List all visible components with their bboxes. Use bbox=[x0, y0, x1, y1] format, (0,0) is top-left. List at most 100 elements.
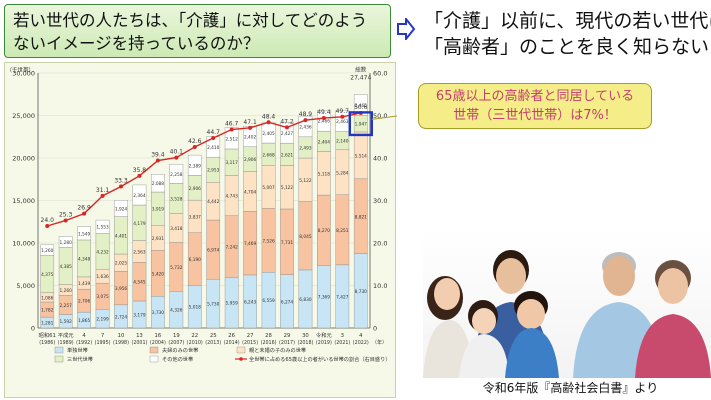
y2-tick-label: 10.0 bbox=[373, 282, 387, 290]
bar-value-label: 6,243 bbox=[244, 299, 257, 305]
legend-label: 単独世帯 bbox=[67, 346, 88, 354]
x-tick-year: (1986) bbox=[39, 340, 55, 346]
bar-other bbox=[187, 154, 202, 176]
bar-value-label: 1,260 bbox=[41, 248, 54, 254]
y2-tick-label: 20.0 bbox=[373, 240, 387, 248]
bar-value-label: 6,974 bbox=[207, 248, 220, 254]
x-tick-year: (2015) bbox=[242, 340, 258, 346]
callout-box: 65歳以上の高齢者と同居している 世帯（三世代世帯）は7%！ bbox=[418, 83, 652, 129]
bar-value-label: 1,636 bbox=[96, 274, 109, 280]
y-tick-label: 15,000 bbox=[12, 197, 35, 205]
bar-value-label: 3,418 bbox=[170, 226, 183, 232]
ratio-label: 39.4 bbox=[151, 152, 165, 159]
bar-value-label: 2,931 bbox=[152, 236, 165, 242]
x-tick-label: 27 bbox=[247, 333, 254, 339]
bar-value-label: 7,731 bbox=[281, 240, 294, 246]
bar-value-label: 3,179 bbox=[133, 312, 146, 318]
bar-value-label: 5,732 bbox=[170, 265, 183, 271]
bar-other bbox=[40, 244, 55, 256]
bar-value-label: 1,549 bbox=[78, 231, 91, 237]
bar-value-label: 4,326 bbox=[170, 308, 183, 314]
bar-value-label: 4,232 bbox=[96, 249, 109, 255]
bar-value-label: 1,865 bbox=[78, 318, 91, 324]
callout-connector bbox=[371, 115, 397, 120]
bar-value-label: 6,190 bbox=[189, 257, 202, 263]
ratio-label: 25.3 bbox=[59, 211, 73, 218]
bar-value-label: 1,260 bbox=[60, 288, 73, 294]
ratio-label: 47.1 bbox=[243, 119, 257, 126]
bar-value-label: 3,075 bbox=[96, 294, 109, 300]
bar-value-label: 5,420 bbox=[152, 271, 165, 277]
bar-value-label: 2,563 bbox=[133, 249, 146, 255]
bar-other bbox=[353, 94, 368, 116]
x-tick-year: (1995) bbox=[95, 340, 111, 346]
ratio-label: 31.1 bbox=[96, 187, 110, 194]
x-tick-year: (2016) bbox=[261, 340, 277, 346]
x-tick-year: (2014) bbox=[224, 340, 240, 346]
ratio-point bbox=[303, 118, 308, 123]
bar-value-label: 3,956 bbox=[115, 286, 128, 292]
bar-value-label: 2,466 bbox=[318, 119, 331, 125]
y2-tick-label: 30.0 bbox=[373, 197, 387, 205]
bar-value-label: 1,592 bbox=[60, 319, 73, 325]
bar-value-label: 2,405 bbox=[262, 131, 275, 137]
bar-value-label: 2,724 bbox=[115, 314, 128, 320]
bar-value-label: 2,140 bbox=[336, 139, 349, 145]
title-line-2: ないイメージを持っているのか？ bbox=[13, 34, 260, 53]
household-chart: （千世帯） 0 5,000 10,000 15,000 20,000 25,000 30,00… bbox=[6, 65, 397, 363]
ratio-label: 40.1 bbox=[170, 149, 184, 156]
bar-value-label: 1,947 bbox=[355, 122, 368, 128]
x-tick-label: 4 bbox=[359, 333, 363, 339]
bar-value-label: 2,427 bbox=[281, 131, 294, 137]
x-tick-label: 13 bbox=[136, 333, 143, 339]
bar-value-label: 7,526 bbox=[262, 238, 275, 244]
ratio-label: 47.2 bbox=[280, 118, 294, 125]
ratio-point bbox=[137, 173, 142, 178]
y-tick-label: 20,000 bbox=[12, 155, 35, 163]
ratio-label: 33.3 bbox=[114, 177, 128, 184]
bar-value-label: 5,122 bbox=[299, 178, 312, 184]
bar-value-label: 1,782 bbox=[41, 308, 54, 314]
bar-other bbox=[58, 236, 73, 248]
ratio-point bbox=[229, 127, 234, 132]
headline: 「介護」以前に、現代の若い世代は 「高齢者」のことを良く知らない bbox=[424, 8, 711, 60]
bar-value-label: 1,086 bbox=[41, 295, 54, 301]
x-tick-label: 平成元 bbox=[58, 331, 75, 339]
y2-tick-label: 40.0 bbox=[373, 155, 387, 163]
bar-value-label: 3,528 bbox=[170, 196, 183, 202]
ratio-point bbox=[340, 114, 345, 119]
x-tick-label: 29 bbox=[284, 333, 291, 339]
y2-tick-label: 0 bbox=[373, 325, 377, 333]
ratio-point bbox=[285, 125, 289, 130]
bar-value-label: 1,281 bbox=[41, 321, 54, 327]
x-tick-label: 令和元 bbox=[316, 331, 333, 339]
bar-value-label: 2,906 bbox=[244, 157, 257, 163]
bar-value-label: 4,348 bbox=[78, 256, 91, 262]
ratio-point bbox=[248, 125, 253, 130]
x-tick-year: (2007) bbox=[168, 340, 184, 346]
bar-value-label: 8,730 bbox=[355, 289, 368, 295]
bar-value-label: 1,553 bbox=[96, 225, 109, 231]
legend-label: 三世代世帯 bbox=[67, 355, 93, 363]
x-tick-label: 10 bbox=[118, 333, 125, 339]
highlight-box bbox=[348, 111, 373, 137]
bar-value-label: 2,257 bbox=[60, 303, 73, 309]
callout-line-1: 65歳以上の高齢者と同居している bbox=[435, 89, 635, 104]
bar-value-label: 7,469 bbox=[244, 241, 257, 247]
x-tick-year: (2001) bbox=[131, 340, 147, 346]
bar-value-label: 4,401 bbox=[115, 233, 128, 239]
ratio-point bbox=[266, 120, 271, 125]
bar-value-label: 2,906 bbox=[189, 186, 202, 192]
bar-other bbox=[151, 174, 165, 193]
bar-value-label: 8,045 bbox=[299, 234, 312, 240]
bar-value-label: 2,088 bbox=[152, 181, 165, 187]
headline-line-1: 「介護」以前に、現代の若い世代は bbox=[424, 10, 711, 32]
bar-value-label: 6,559 bbox=[262, 298, 275, 304]
x-tick-year: (2019) bbox=[316, 340, 332, 346]
ratio-label: 44.7 bbox=[207, 129, 221, 136]
household-chart-panel: （千世帯） 0 5,000 10,000 15,000 20,000 25,000 30,00… bbox=[4, 62, 397, 398]
legend-dot bbox=[239, 357, 243, 361]
bar-other bbox=[280, 122, 294, 144]
bar-value-label: 2,410 bbox=[207, 145, 220, 151]
legend-swatch bbox=[236, 346, 246, 354]
